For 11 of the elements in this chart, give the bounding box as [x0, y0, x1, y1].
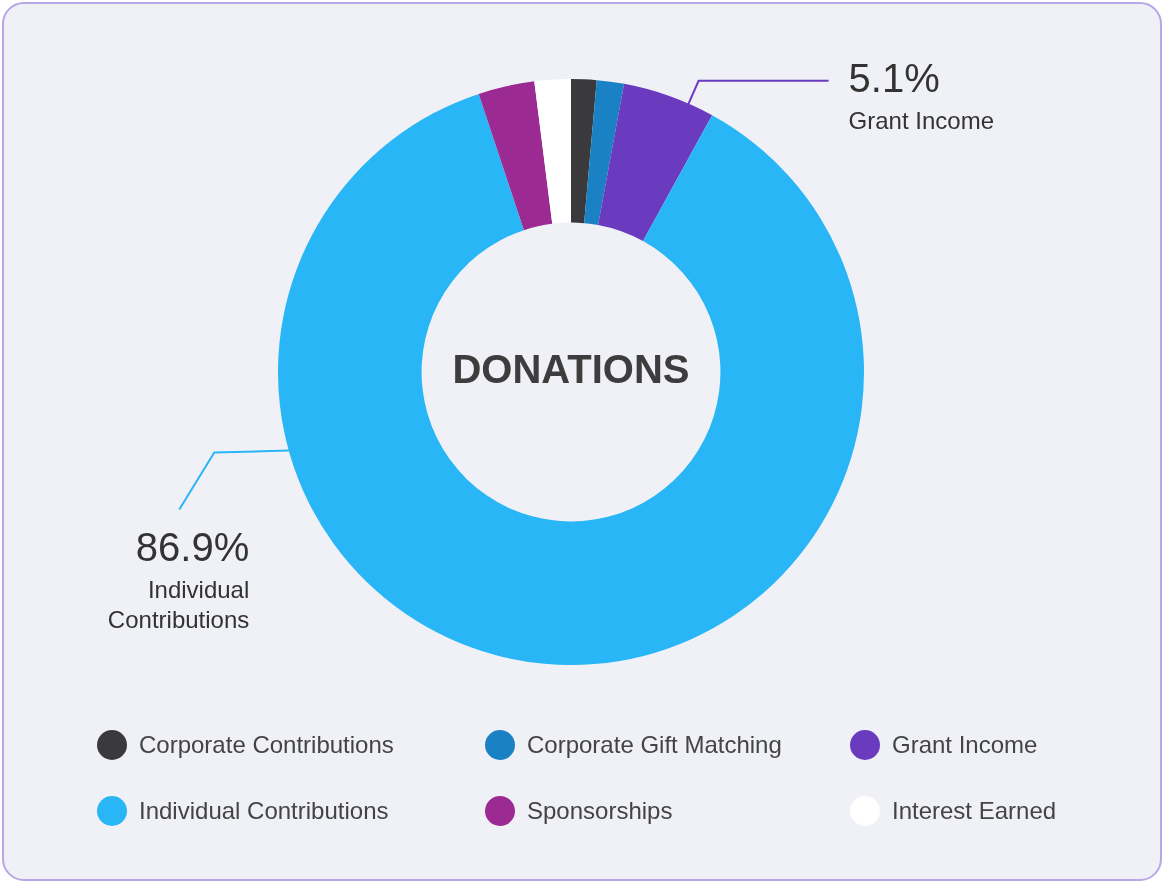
legend-label: Individual Contributions — [139, 797, 389, 825]
legend-label: Grant Income — [892, 731, 1038, 759]
legend-label: Corporate Contributions — [139, 731, 394, 759]
legend-label: Sponsorships — [527, 797, 673, 825]
slice-label: Individual Contributions — [107, 576, 250, 634]
legend-label: Corporate Gift Matching — [527, 731, 782, 759]
data-label: 5.1% — [848, 55, 940, 100]
legend-label: Interest Earned — [892, 797, 1057, 825]
text: DONATIONS — [452, 347, 690, 392]
data-label: 86.9% — [135, 524, 250, 569]
slice-label: Grant Income — [848, 107, 995, 135]
